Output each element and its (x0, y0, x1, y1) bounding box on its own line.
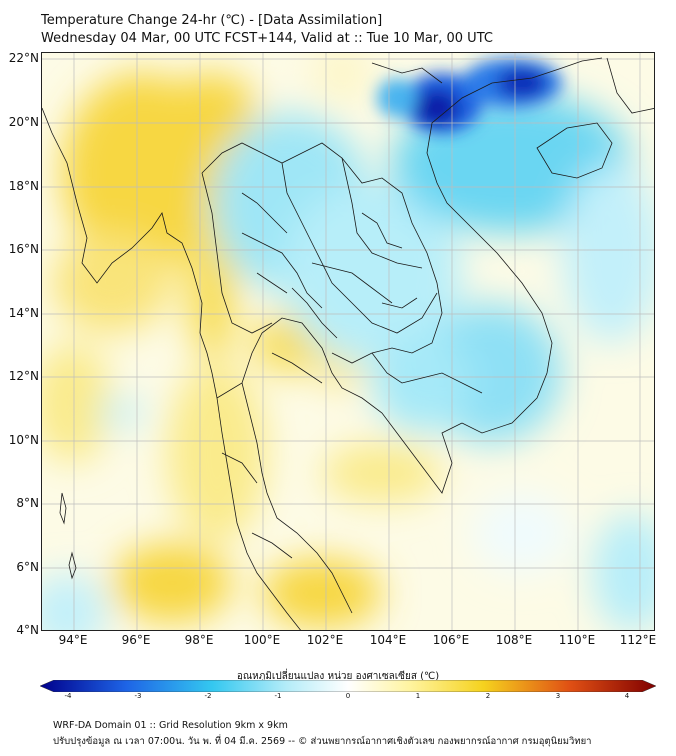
lon-label: 110°E (558, 633, 596, 647)
lon-label: 108°E (495, 633, 533, 647)
lon-label: 98°E (184, 633, 214, 647)
colorbar (40, 680, 656, 692)
lat-label: 8°N (16, 496, 39, 510)
footer-credit: ปรับปรุงข้อมูล ณ เวลา 07:00น. วัน พ. ที่… (53, 736, 592, 747)
lon-label: 96°E (121, 633, 151, 647)
lat-label: 12°N (8, 369, 39, 383)
lat-label: 16°N (8, 242, 39, 256)
colorbar-title: อุณหภูมิเปลี่ยนแปลง หน่วย องศาเซลเซียส (… (236, 671, 440, 682)
colorbar-tick: 2 (485, 692, 491, 700)
graticule (42, 53, 654, 630)
lon-label: 104°E (369, 633, 407, 647)
colorbar-tick: 3 (555, 692, 561, 700)
lon-label: 106°E (432, 633, 470, 647)
colorbar-tick: 1 (415, 692, 421, 700)
lat-label: 18°N (8, 179, 39, 193)
lat-label: 10°N (8, 433, 39, 447)
map-canvas (42, 53, 654, 630)
lat-label: 20°N (8, 115, 39, 129)
lon-label: 94°E (58, 633, 88, 647)
lat-label: 14°N (8, 306, 39, 320)
temperature-field (42, 53, 654, 630)
colorbar-tick: 4 (624, 692, 630, 700)
temperature-change-map (41, 52, 655, 631)
map-title: Temperature Change 24-hr (℃) - [Data Ass… (41, 13, 383, 28)
colorbar-tick: -2 (204, 692, 212, 700)
lat-label: 6°N (16, 560, 39, 574)
lat-label: 22°N (8, 51, 39, 65)
strong-cold-core (377, 58, 562, 133)
map-subtitle: Wednesday 04 Mar, 00 UTC FCST+144, Valid… (41, 31, 493, 46)
lat-label: 4°N (16, 623, 39, 637)
lon-label: 112°E (619, 633, 657, 647)
colorbar-tick: -1 (274, 692, 282, 700)
colorbar-tick: -4 (64, 692, 72, 700)
footer-model-info: WRF-DA Domain 01 :: Grid Resolution 9km … (53, 720, 288, 731)
coastlines-and-borders (42, 57, 654, 630)
lon-label: 100°E (243, 633, 281, 647)
colorbar-tick: -3 (134, 692, 142, 700)
lon-label: 102°E (306, 633, 344, 647)
colorbar-tick: 0 (345, 692, 351, 700)
